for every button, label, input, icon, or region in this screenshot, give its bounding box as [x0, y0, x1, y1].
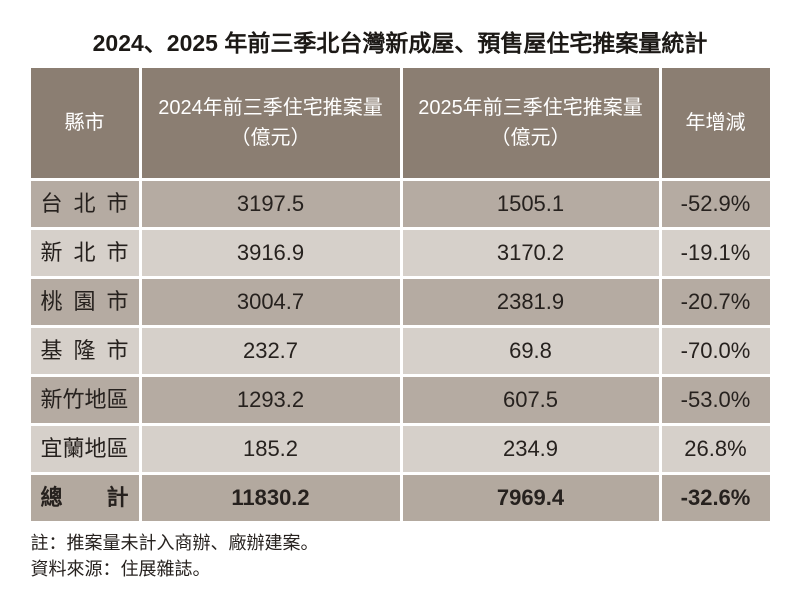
column-header-2024-text: 2024年前三季住宅推案量 （億元） [158, 93, 383, 153]
table-row-hsinchu-yoy-value: -53.0% [661, 377, 770, 423]
table-row-taipei-city: 台北市 [30, 181, 139, 227]
column-header-yoy-label: 年增減 [685, 112, 746, 134]
table-total-label: 總計 [30, 475, 139, 521]
table-row-hsinchu-city: 新竹地區 [30, 377, 139, 423]
column-header-2024-unit: （億元） [230, 127, 311, 149]
table-total-2024-value: 11830.2 [141, 475, 400, 521]
table-total-yoy-value: -32.6% [661, 475, 770, 521]
table-row-keelung-2025-value: 69.8 [402, 328, 659, 374]
table-row-keelung-2024-value: 232.7 [141, 328, 400, 374]
table-row-taoyuan-2024-value: 3004.7 [141, 279, 400, 325]
table-row-keelung-city: 基隆市 [30, 328, 139, 374]
source-line: 資料來源：住展雜誌。 [30, 559, 211, 579]
table-row-taoyuan-2025-value: 2381.9 [402, 279, 659, 325]
column-header-2024: 2024年前三季住宅推案量 （億元） [141, 68, 400, 178]
table-row-taoyuan-city: 桃園市 [30, 279, 139, 325]
table-row-taipei-yoy-value: -52.9% [661, 181, 770, 227]
table-row-yilan-city: 宜蘭地區 [30, 426, 139, 472]
table-row-newtaipei-2025-value: 3170.2 [402, 230, 659, 276]
column-header-2025: 2025年前三季住宅推案量 （億元） [402, 68, 659, 178]
table-row-yilan-2024-value: 185.2 [141, 426, 400, 472]
table-row-newtaipei-city: 新北市 [30, 230, 139, 276]
table-row-taoyuan-yoy-value: -20.7% [661, 279, 770, 325]
statistics-table: 縣市 2024年前三季住宅推案量 （億元） 2025年前三季住宅推案量 （億元）… [30, 68, 770, 521]
table-row-yilan-2025-value: 234.9 [402, 426, 659, 472]
footnotes: 註：推案量未計入商辦、廠辦建案。 資料來源：住展雜誌。 [31, 530, 770, 582]
table-row-newtaipei-2024-value: 3916.9 [141, 230, 400, 276]
column-header-county: 縣市 [30, 68, 139, 178]
note-line: 註：推案量未計入商辦、廠辦建案。 [30, 533, 319, 553]
table-row-taipei-2025-value: 1505.1 [402, 181, 659, 227]
column-header-county-label: 縣市 [64, 112, 105, 134]
column-header-2025-text: 2025年前三季住宅推案量 （億元） [418, 93, 643, 153]
table-total-2025-value: 7969.4 [402, 475, 659, 521]
table-row-yilan-yoy-value: 26.8% [661, 426, 770, 472]
page-title: 2024、2025 年前三季北台灣新成屋、預售屋住宅推案量統計 [92, 30, 708, 56]
table-row-keelung-yoy-value: -70.0% [661, 328, 770, 374]
table-row-hsinchu-2024-value: 1293.2 [141, 377, 400, 423]
column-header-2025-label: 2025年前三季住宅推案量 [418, 97, 643, 119]
table-row-newtaipei-yoy-value: -19.1% [661, 230, 770, 276]
table-row-taipei-2024-value: 3197.5 [141, 181, 400, 227]
column-header-yoy: 年增減 [661, 68, 770, 178]
table-row-hsinchu-2025-value: 607.5 [402, 377, 659, 423]
column-header-2025-unit: （億元） [490, 127, 571, 149]
column-header-2024-label: 2024年前三季住宅推案量 [158, 97, 383, 119]
